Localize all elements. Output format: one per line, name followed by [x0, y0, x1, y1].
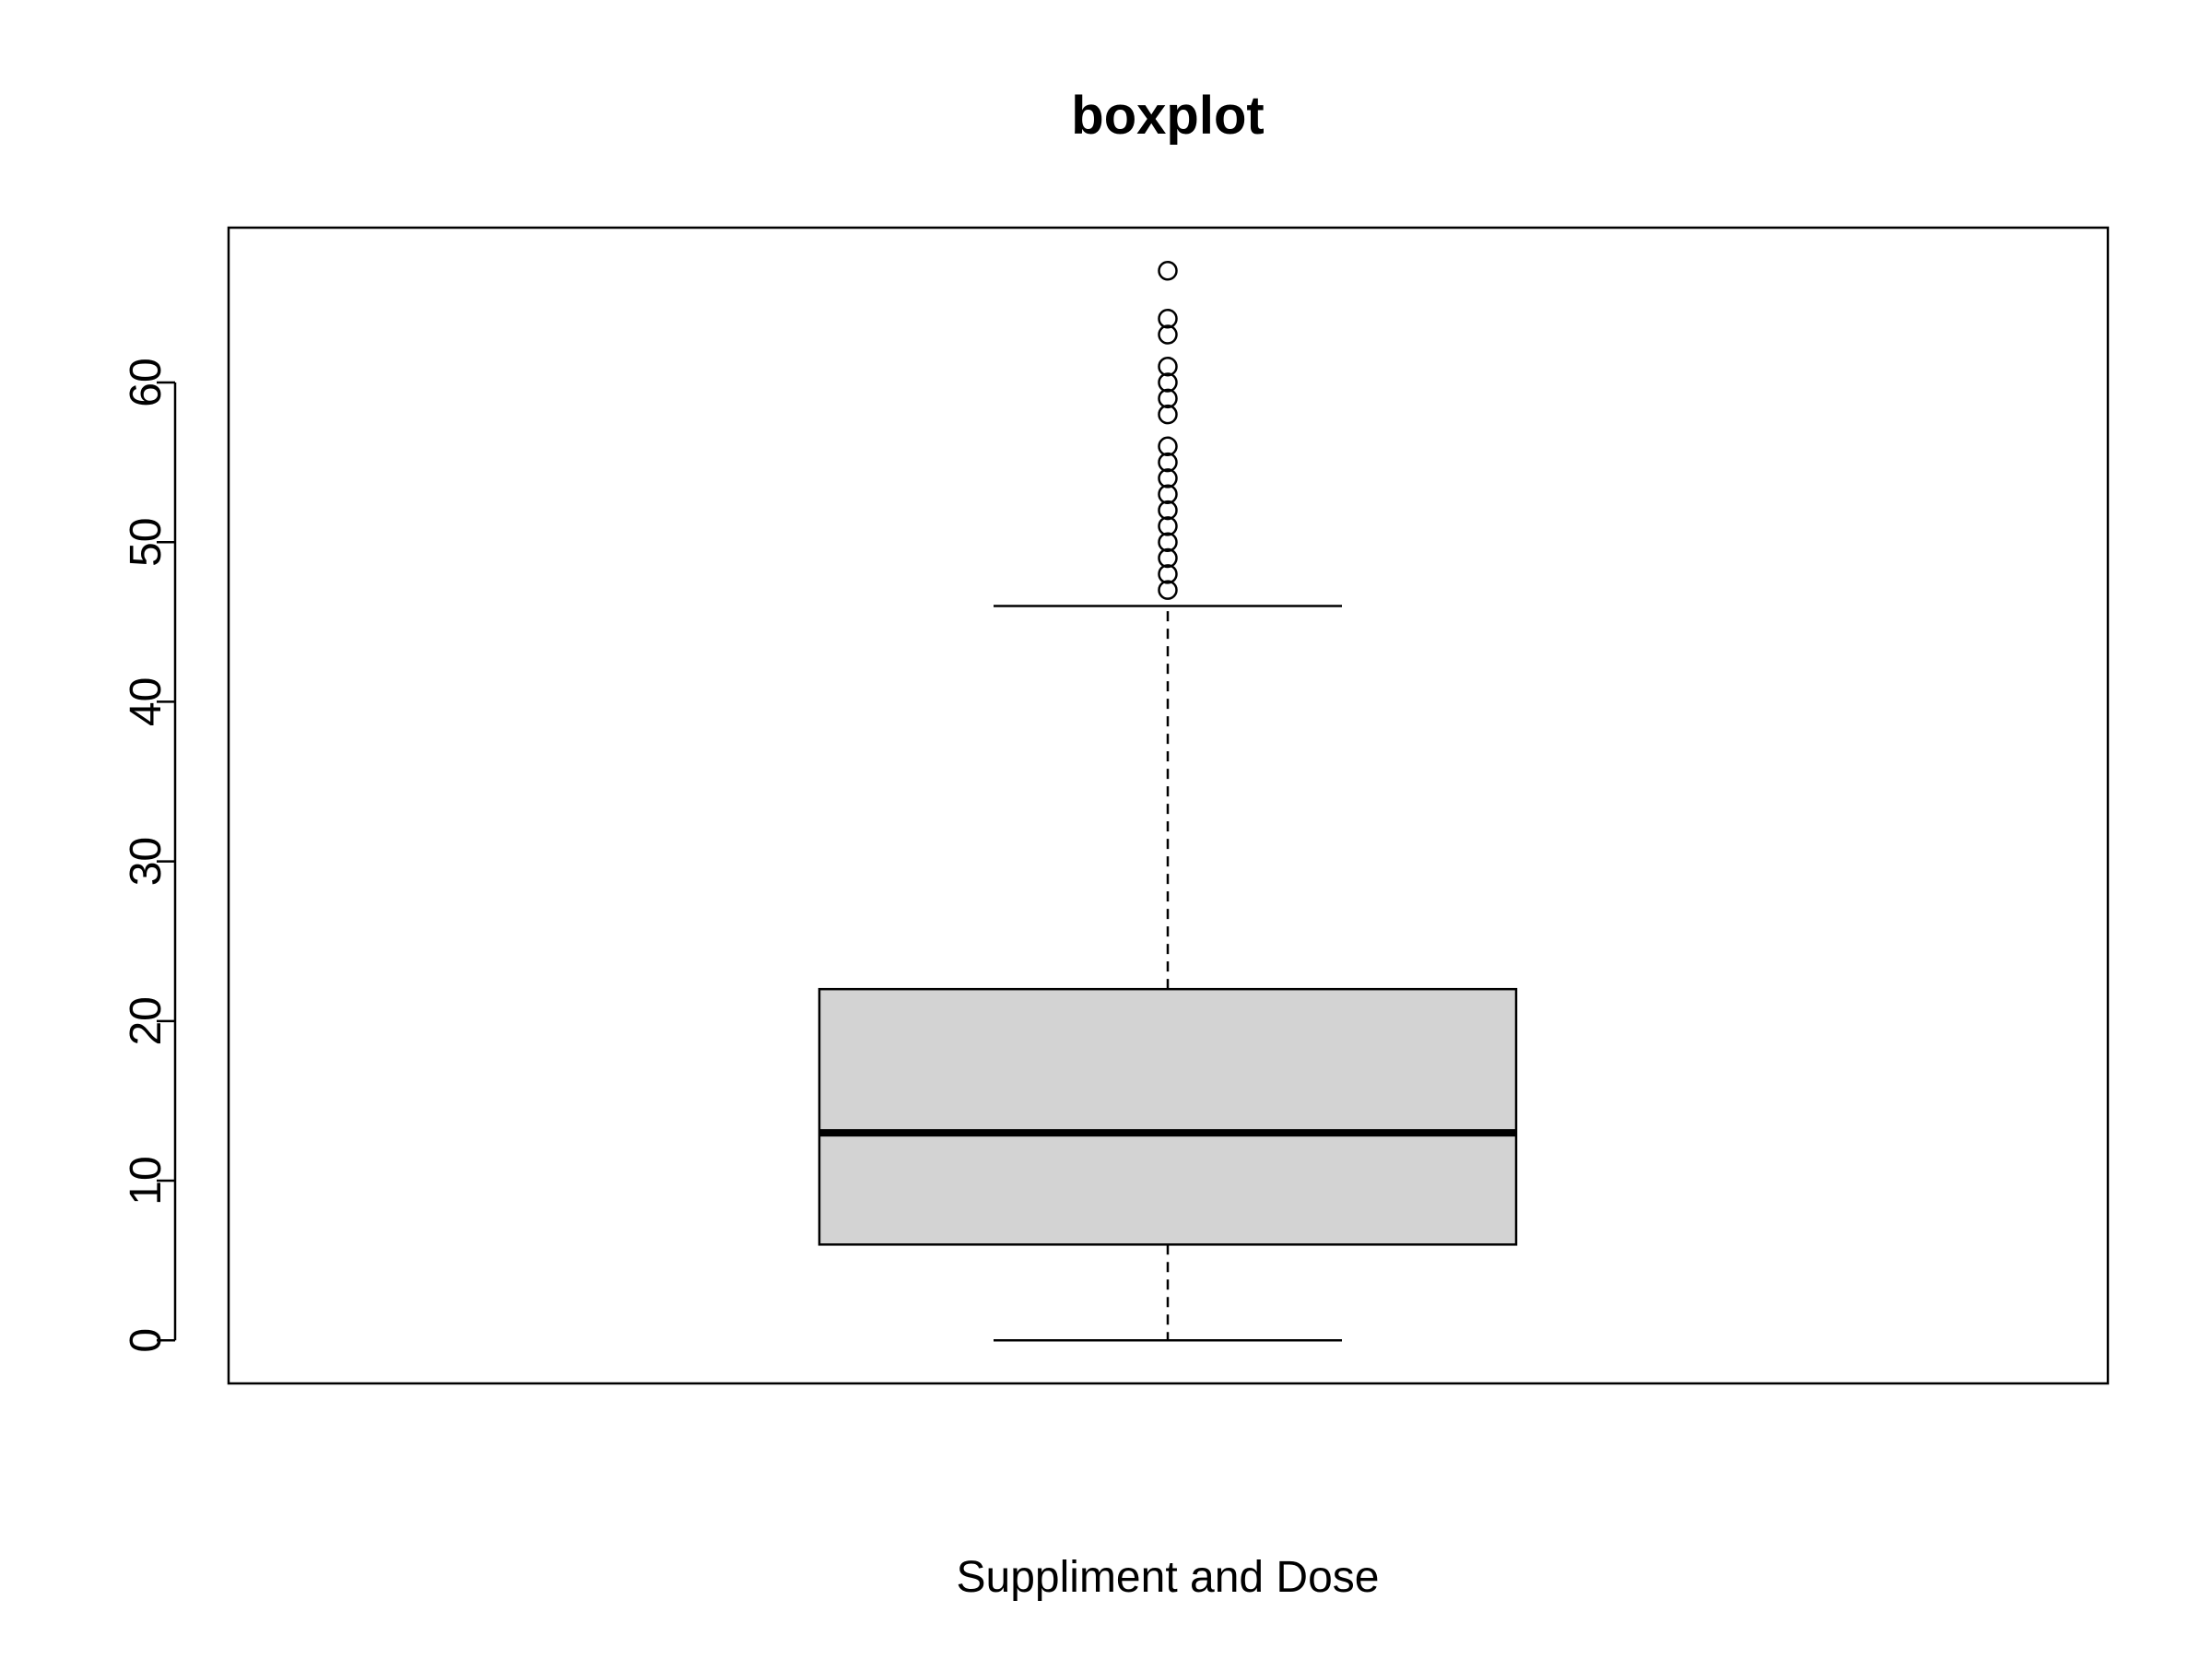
outlier-point — [1158, 261, 1178, 281]
outlier-points — [1158, 261, 1178, 600]
outlier-point — [1158, 468, 1178, 488]
outlier-point — [1158, 547, 1178, 569]
outlier-point — [1158, 388, 1178, 409]
outlier-point — [1158, 324, 1178, 345]
y-tick-label: 30 — [122, 837, 171, 886]
outlier-point — [1158, 532, 1178, 552]
outlier-point — [1158, 516, 1178, 536]
outlier-point — [1158, 452, 1178, 473]
outlier-point — [1158, 308, 1178, 329]
y-tick-label: 60 — [122, 358, 171, 406]
y-tick-label: 20 — [122, 996, 171, 1045]
outlier-point — [1158, 356, 1178, 377]
outlier-point — [1158, 372, 1178, 393]
outlier-point — [1158, 580, 1178, 600]
plot-frame — [227, 226, 2110, 1385]
outlier-point — [1158, 564, 1178, 584]
outlier-point — [1158, 404, 1178, 425]
outlier-point — [1158, 484, 1178, 505]
outlier-point — [1158, 500, 1178, 521]
x-axis-label: Suppliment and Dose — [957, 1553, 1380, 1602]
y-tick-label: 10 — [122, 1156, 171, 1205]
box-plot — [818, 605, 1518, 1342]
chart-title: boxplot — [1071, 86, 1264, 146]
iqr-box — [818, 987, 1518, 1246]
y-tick-label: 50 — [122, 518, 171, 567]
y-tick-label: 40 — [122, 677, 171, 726]
y-axis: 0 10 20 30 40 50 60 — [122, 358, 177, 1353]
y-tick-label: 0 — [122, 1328, 171, 1353]
outlier-point — [1158, 436, 1178, 457]
